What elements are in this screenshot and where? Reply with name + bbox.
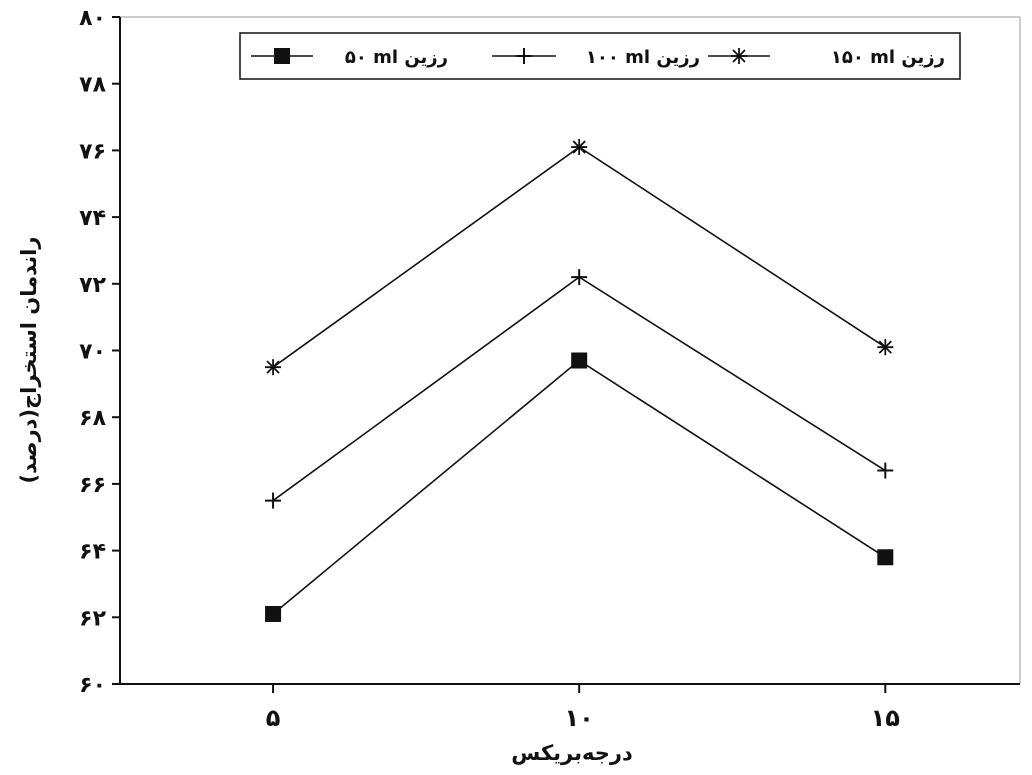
asterisk-stroke xyxy=(572,140,586,154)
legend-label: ۱۵۰ ml رزین xyxy=(831,47,945,68)
y-axis-title: راندمان استخراج(درصد) xyxy=(17,237,42,484)
plus-marker xyxy=(571,269,588,286)
asterisk-marker xyxy=(731,48,747,64)
series-group xyxy=(265,139,894,622)
y-tick-label: ۶۰ xyxy=(79,673,106,698)
legend-label: ۱۰۰ ml رزین xyxy=(586,47,700,68)
y-tick-label: ۶۶ xyxy=(79,473,106,498)
square-shape xyxy=(274,48,290,64)
plus-marker xyxy=(516,48,532,64)
y-tick-label: ۶۲ xyxy=(79,606,106,631)
asterisk-stroke xyxy=(266,360,280,374)
square-shape xyxy=(877,549,894,566)
square-marker xyxy=(274,48,290,64)
y-tick-label: ۷۲ xyxy=(79,273,106,298)
y-tick-label: ۷۰ xyxy=(79,340,106,365)
y-tick-label: ۶۸ xyxy=(79,406,106,431)
series-line-2 xyxy=(272,276,886,502)
y-tick-label: ۷۸ xyxy=(79,73,106,98)
series-line-3 xyxy=(272,146,886,368)
square-shape xyxy=(571,352,588,369)
x-tick-label: ۱۰ xyxy=(565,704,594,732)
square-marker xyxy=(571,352,588,369)
legend-box xyxy=(239,32,961,80)
legend-label: ۵۰ ml رزین xyxy=(345,47,448,68)
x-axis: ۵ ۱۰ ۱۵ xyxy=(266,684,900,732)
y-tick-label: ۷۶ xyxy=(79,139,106,164)
y-axis: ۶۰ ۶۲ ۶۴ ۶۶ ۶۸ ۷۰ ۷۲ ۷۴ ۷۶ ۷۸ ۸۰ xyxy=(79,6,120,698)
asterisk-marker xyxy=(571,139,588,156)
series-line-1 xyxy=(272,359,886,615)
asterisk-marker xyxy=(877,339,894,356)
asterisk-stroke xyxy=(878,340,892,354)
x-tick-label: ۱۵ xyxy=(871,704,900,732)
plus-marker xyxy=(877,462,894,479)
square-shape xyxy=(265,605,282,622)
square-marker xyxy=(265,605,282,622)
y-tick-label: ۷۴ xyxy=(79,206,106,231)
y-tick-label: ۶۴ xyxy=(79,540,106,565)
asterisk-stroke xyxy=(732,49,746,63)
x-axis-title: درجه‌بریکس xyxy=(511,741,633,765)
legend: ۵۰ ml رزین ۱۰۰ ml رزین ۱۵۰ ml رزین xyxy=(239,32,961,80)
plus-marker xyxy=(265,492,282,509)
x-tick-label: ۵ xyxy=(266,704,281,732)
asterisk-marker xyxy=(265,359,282,376)
square-marker xyxy=(877,549,894,566)
y-tick-label: ۸۰ xyxy=(79,6,106,31)
